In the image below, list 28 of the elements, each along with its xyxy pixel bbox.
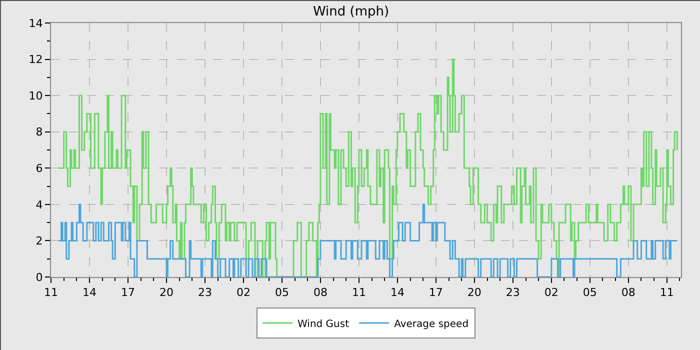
x-tick-label: 08 <box>313 286 328 300</box>
x-tick-label: 23 <box>198 286 212 300</box>
y-tick-label: 8 <box>36 126 43 139</box>
legend-label: Wind Gust <box>298 318 350 330</box>
y-tick-label: 14 <box>28 16 43 30</box>
x-tick-label: 11 <box>44 286 58 300</box>
x-tick-label: 14 <box>82 286 96 300</box>
y-tick-label: 4 <box>36 198 43 212</box>
x-tick-label: 08 <box>621 286 636 300</box>
x-tick-label: 05 <box>274 286 289 300</box>
x-tick-label: 20 <box>159 286 174 300</box>
x-tick-label: 17 <box>428 286 443 300</box>
y-tick-label: 12 <box>28 53 43 66</box>
x-tick-label: 14 <box>390 286 404 300</box>
y-tick-label: 10 <box>28 89 43 102</box>
x-tick-label: 23 <box>506 286 520 300</box>
y-tick-label: 0 <box>36 270 43 284</box>
x-tick-label: 11 <box>660 286 674 300</box>
chart-title: Wind (mph) <box>312 4 390 20</box>
x-tick-label: 05 <box>582 286 597 300</box>
y-tick-label: 2 <box>36 234 43 248</box>
legend-label: Average speed <box>394 318 469 330</box>
x-tick-label: 20 <box>467 286 482 300</box>
x-tick-label: 17 <box>120 286 135 300</box>
x-tick-label: 11 <box>352 286 366 300</box>
x-tick-label: 02 <box>236 286 250 300</box>
y-tick-label: 6 <box>36 162 43 175</box>
x-tick-label: 02 <box>544 286 558 300</box>
